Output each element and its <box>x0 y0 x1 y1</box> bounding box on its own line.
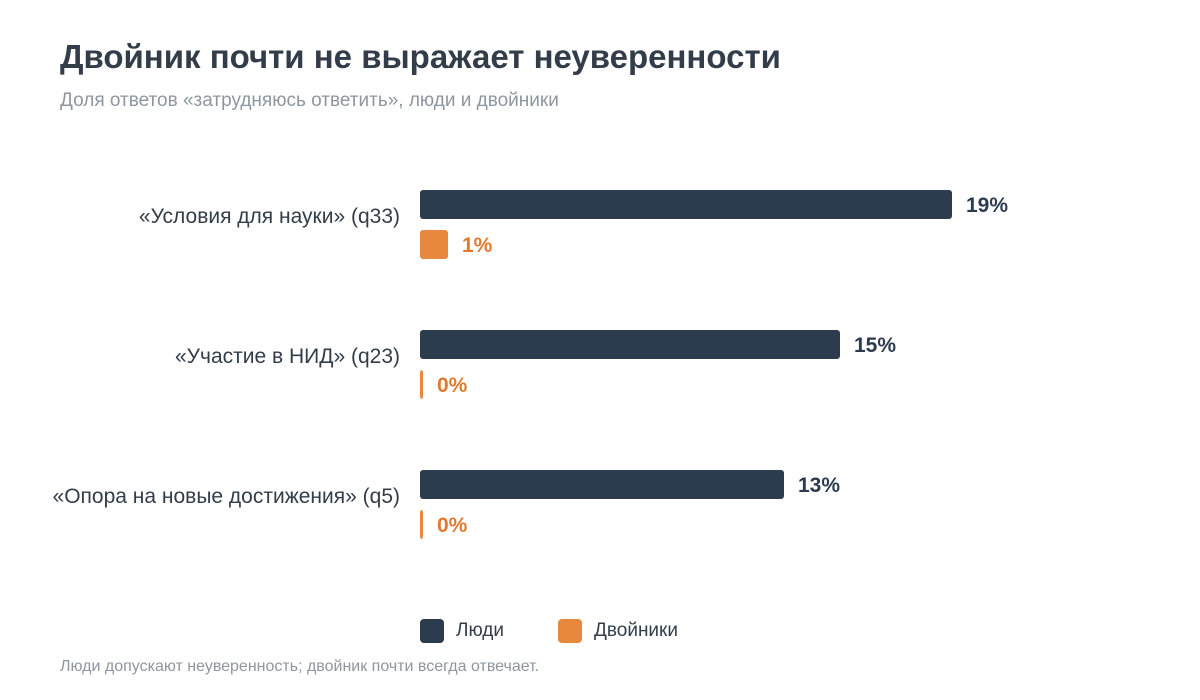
bar-twins <box>420 510 423 539</box>
category-label: «Участие в НИД» (q23) <box>175 345 400 368</box>
bar-people <box>420 330 840 359</box>
bar-value-label: 0% <box>437 514 468 537</box>
chart-legend: Люди Двойники <box>420 619 678 643</box>
bar-chart: «Условия для науки» (q33) 19% 1% «Участие в… <box>53 190 1008 539</box>
bar-twins <box>420 370 423 399</box>
legend-item-twins: Двойники <box>558 619 678 643</box>
bar-value-label: 13% <box>798 474 840 497</box>
chart-subtitle: Доля ответов «затрудняюсь ответить», люд… <box>60 90 559 111</box>
legend-swatch-twins <box>558 619 583 643</box>
bar-value-label: 15% <box>854 334 896 357</box>
legend-label-people: Люди <box>456 620 505 641</box>
legend-swatch-people <box>420 619 444 643</box>
category-label: «Условия для науки» (q33) <box>139 205 400 228</box>
chart-footnote: Люди допускают неуверенность; двойник по… <box>60 658 540 675</box>
chart-title: Двойник почти не выражает неуверенности <box>60 38 781 75</box>
bar-people <box>420 470 784 499</box>
bar-value-label: 1% <box>462 234 493 257</box>
bar-value-label: 0% <box>437 374 468 397</box>
category-label: «Опора на новые достижения» (q5) <box>53 485 400 508</box>
legend-label-twins: Двойники <box>594 620 678 641</box>
bar-people <box>420 190 952 219</box>
bar-value-label: 19% <box>966 194 1008 217</box>
legend-item-people: Люди <box>420 619 504 643</box>
bar-twins <box>420 230 448 259</box>
